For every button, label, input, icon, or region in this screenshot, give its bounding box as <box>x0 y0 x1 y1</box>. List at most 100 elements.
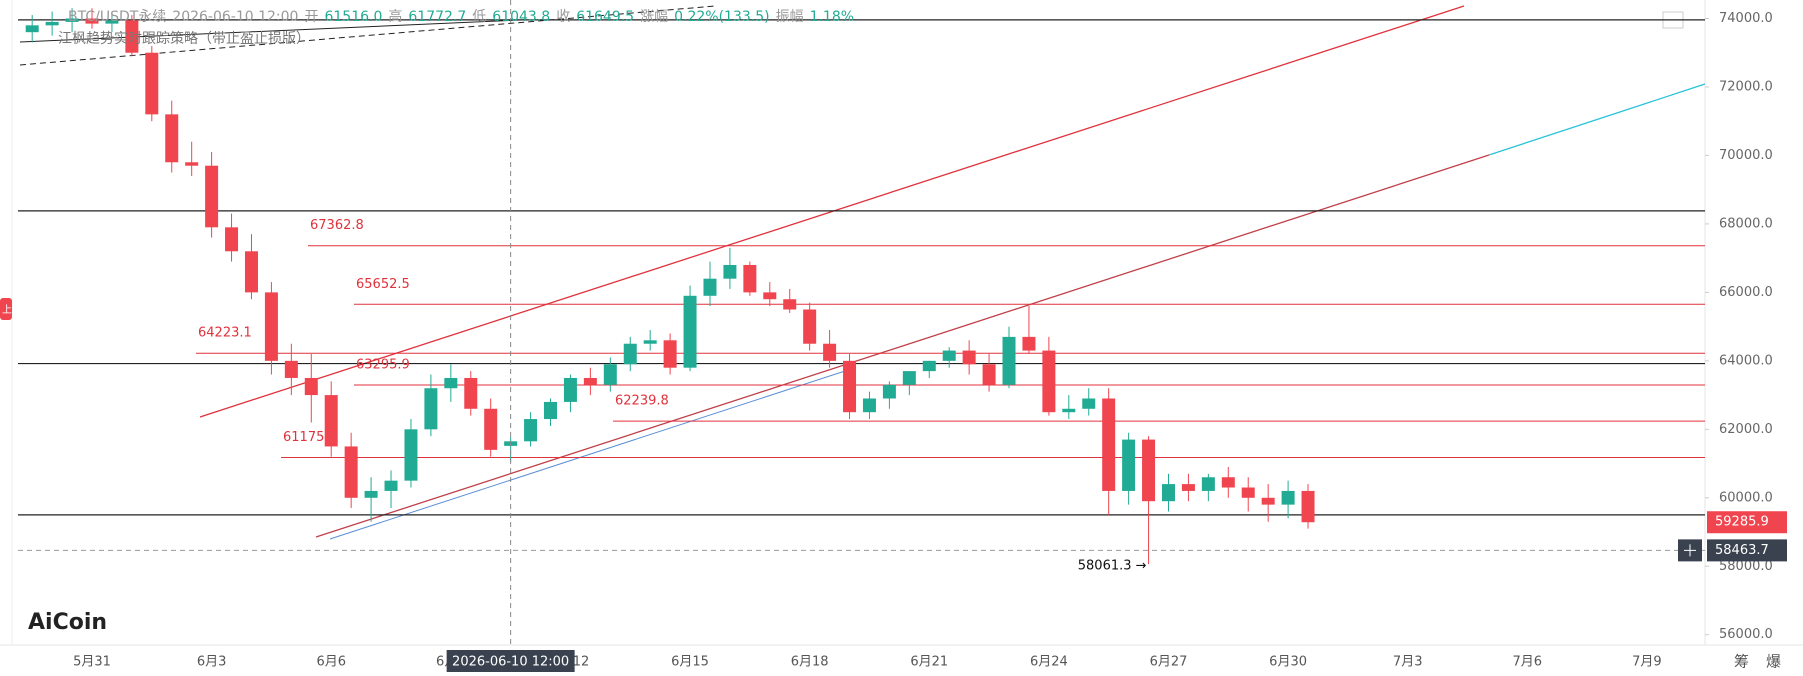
candle-body <box>444 377 458 389</box>
y-tick-label: 62000.0 <box>1719 422 1773 437</box>
candle-body <box>464 377 478 409</box>
x-tick-label: 6月27 <box>1150 655 1188 670</box>
header-item: BTC/USDT永续 <box>68 8 166 25</box>
candle-body <box>862 398 876 413</box>
trend-line <box>315 154 1490 538</box>
candle-body <box>1281 490 1295 505</box>
header-item: 高 <box>388 8 402 25</box>
candle-body <box>284 360 298 378</box>
header-item: 1.18% <box>810 9 854 25</box>
x-tick-label: 6月21 <box>910 655 948 670</box>
candle-body <box>823 343 837 361</box>
candle-body <box>1082 398 1096 409</box>
trend-line <box>19 5 716 66</box>
candle-body <box>264 292 278 361</box>
y-tick-label: 58000.0 <box>1719 559 1773 574</box>
side-tab[interactable] <box>0 298 12 320</box>
header-item: 2026-06-10 12:00 <box>172 9 298 25</box>
candle-body <box>563 377 577 402</box>
candle-body <box>603 364 617 385</box>
x-tick-label: 7月6 <box>1513 655 1543 670</box>
candle-body <box>384 480 398 491</box>
trend-line <box>1488 83 1706 156</box>
y-tick-label: 74000.0 <box>1719 11 1773 26</box>
drawings <box>19 5 1706 540</box>
trend-line <box>19 19 521 43</box>
candle-body <box>683 295 697 368</box>
candle-body <box>1022 336 1036 351</box>
header-item: 开 <box>304 9 318 25</box>
candle-body <box>803 309 817 344</box>
x-tick-label: 7月3 <box>1393 655 1423 670</box>
side-button[interactable]: 筹 <box>1734 653 1749 671</box>
candle-body <box>1062 408 1076 413</box>
y-tick-label: 66000.0 <box>1719 285 1773 300</box>
candle-body <box>404 429 418 481</box>
level-label: 63295.9 <box>356 357 410 372</box>
side-tab-label: 上 <box>2 304 12 316</box>
candle-body <box>1142 439 1156 502</box>
candle-body <box>882 384 896 399</box>
candle-body <box>205 165 219 228</box>
candle-body <box>942 350 956 361</box>
y-tick-label: 60000.0 <box>1719 490 1773 505</box>
candle-body <box>663 340 677 368</box>
header-item: 低 <box>472 9 486 25</box>
candle-body <box>165 114 179 163</box>
candle-body <box>225 227 239 252</box>
candle-body <box>763 292 777 300</box>
candle-body <box>1261 497 1275 505</box>
candle-body <box>1201 477 1215 491</box>
candle-body <box>1042 350 1056 413</box>
candle-body <box>643 340 657 344</box>
header-item: 涨幅 <box>640 9 668 25</box>
candle-body <box>583 377 597 385</box>
side-button[interactable]: 爆 <box>1766 653 1781 671</box>
header-item: 0.22%(133.5) <box>674 9 769 25</box>
header-item: 61772.7 <box>408 9 466 25</box>
x-tick-label: 6月18 <box>791 655 829 670</box>
header-item: 61649.5 <box>576 9 634 25</box>
candle-body <box>703 278 717 296</box>
header-line: BTC/USDT永续 2026-06-10 12:00 开 61516.0 高 61772… <box>68 8 854 25</box>
candle-body <box>1301 490 1315 523</box>
candle-body <box>843 360 857 413</box>
candle-body <box>982 364 996 385</box>
candle-body <box>344 446 358 498</box>
y-tick-label: 70000.0 <box>1719 148 1773 163</box>
y-tick-label: 68000.0 <box>1719 216 1773 231</box>
x-tick-label: 6月30 <box>1269 655 1307 670</box>
header-item: 61516.0 <box>324 9 382 25</box>
candle-body <box>723 264 737 279</box>
candle-body <box>1122 439 1136 491</box>
level-label: 62239.8 <box>615 394 669 409</box>
candle-body <box>524 419 538 442</box>
candle-body <box>364 490 378 498</box>
candle-body <box>1181 484 1195 491</box>
cursor-price-label: 58463.7 <box>1715 543 1769 558</box>
candle-body <box>85 18 99 24</box>
header-item: 收 <box>556 9 570 25</box>
candle-body <box>424 388 438 430</box>
candle-body <box>45 21 59 26</box>
y-tick-label: 64000.0 <box>1719 353 1773 368</box>
level-label: 67362.8 <box>310 218 364 233</box>
candle-body <box>65 18 79 22</box>
watermark: AiCoin <box>28 610 107 635</box>
candle-body <box>783 299 797 310</box>
x-tick-label: 5月31 <box>73 655 111 670</box>
candle-body <box>304 377 318 396</box>
candle-body <box>484 408 498 450</box>
candle-body <box>962 350 976 365</box>
x-tick-label: 6月3 <box>197 655 227 670</box>
strategy-name: 江枫趋势实时跟踪策略（带止盈止损版） <box>58 30 310 47</box>
candle-body <box>1002 336 1016 385</box>
level-label: 61175.5 <box>283 430 337 445</box>
header-item: 61043.8 <box>492 9 550 25</box>
candle-body <box>105 20 119 24</box>
trend-line <box>199 5 1465 418</box>
candle-body <box>1161 484 1175 502</box>
header-item: 振幅 <box>776 9 804 25</box>
